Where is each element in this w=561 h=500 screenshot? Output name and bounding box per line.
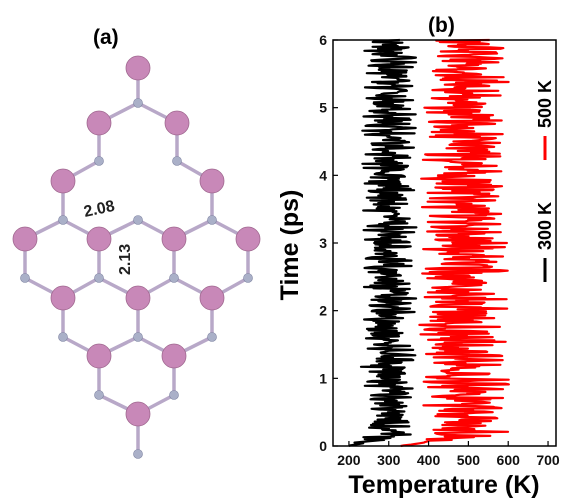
small-atom <box>169 273 179 283</box>
small-atom <box>172 156 182 166</box>
large-atom <box>50 285 76 311</box>
large-atom <box>161 226 187 252</box>
y-tick-label: 2 <box>319 303 327 319</box>
small-atom <box>207 215 217 225</box>
y-axis-title: Time (ps) <box>276 190 304 301</box>
large-atom <box>125 285 151 311</box>
large-atom <box>12 226 38 252</box>
large-atom <box>199 168 225 194</box>
x-axis-title: Temperature (K) <box>348 471 539 499</box>
legend: 300 K 500 K <box>535 80 555 282</box>
panel-b: (b) 200 300 400 500 600 700 0 1 2 3 4 5 6 Temperatu… <box>276 14 560 499</box>
panel-b-label: (b) <box>428 14 455 37</box>
panel-a: (a) 2.08 2.13 <box>12 26 261 459</box>
y-tick-label: 1 <box>319 370 327 386</box>
small-atom <box>169 390 179 400</box>
y-tick-label: 5 <box>319 100 327 116</box>
small-atom <box>207 332 217 342</box>
small-atom <box>58 215 68 225</box>
large-atom <box>125 401 151 427</box>
bonds <box>23 68 250 454</box>
small-atom <box>58 332 68 342</box>
atoms <box>12 55 261 459</box>
legend-label: 500 K <box>535 80 555 128</box>
large-atom <box>86 226 112 252</box>
bond-length-label-2: 2.13 <box>117 244 134 275</box>
x-tick-label: 300 <box>377 452 401 468</box>
bond-length-label-1: 2.08 <box>82 198 116 221</box>
y-tick-label: 6 <box>319 32 327 48</box>
small-atom <box>94 390 104 400</box>
small-atom <box>94 156 104 166</box>
panel-a-label: (a) <box>93 26 119 49</box>
large-atom <box>86 110 112 136</box>
large-atom <box>125 55 151 81</box>
small-atom <box>94 273 104 283</box>
x-tick-label: 600 <box>497 452 521 468</box>
small-atom <box>133 215 143 225</box>
legend-label: 300 K <box>535 202 555 250</box>
large-atom <box>235 226 261 252</box>
small-atom <box>133 98 143 108</box>
x-tick-label: 400 <box>417 452 441 468</box>
x-tick-label: 200 <box>337 452 361 468</box>
small-atom <box>133 332 143 342</box>
series-line-500-k <box>400 38 510 448</box>
large-atom <box>199 285 225 311</box>
y-tick-label: 0 <box>319 438 327 454</box>
series-line-300-k <box>348 38 418 448</box>
large-atom <box>164 110 190 136</box>
x-tick-label: 500 <box>457 452 481 468</box>
large-atom <box>161 343 187 369</box>
x-tick-label: 700 <box>536 452 560 468</box>
x-axis-ticks: 200 300 400 500 600 700 <box>337 441 560 468</box>
y-tick-label: 4 <box>319 167 327 183</box>
large-atom <box>50 168 76 194</box>
small-atom <box>133 449 143 459</box>
small-atom <box>243 273 253 283</box>
plot-series <box>348 38 510 448</box>
large-atom <box>86 343 112 369</box>
y-tick-label: 3 <box>319 235 327 251</box>
small-atom <box>20 273 30 283</box>
y-axis-ticks: 0 1 2 3 4 5 6 <box>319 32 338 454</box>
